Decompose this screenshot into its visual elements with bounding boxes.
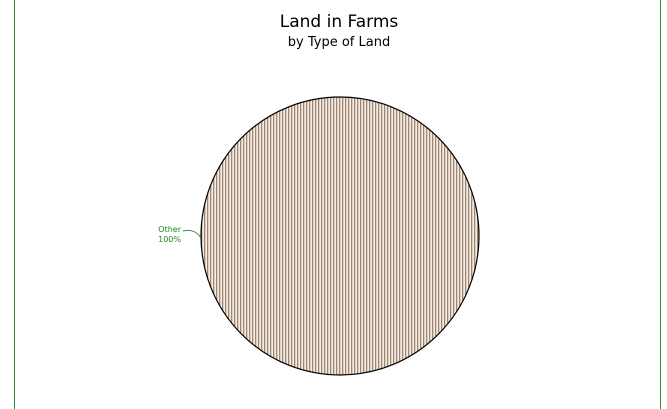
pie-slices (200, 96, 480, 376)
chart-title: Land in Farms (280, 12, 399, 32)
slice-percent-other: 100% (158, 235, 181, 244)
slice-label-other: Other (158, 225, 181, 234)
slice-leader-line (182, 229, 202, 239)
pie-slice-other (200, 96, 480, 376)
chart-subtitle: by Type of Land (288, 35, 390, 50)
